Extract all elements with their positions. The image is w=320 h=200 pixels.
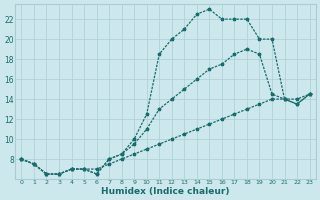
X-axis label: Humidex (Indice chaleur): Humidex (Indice chaleur)	[101, 187, 230, 196]
